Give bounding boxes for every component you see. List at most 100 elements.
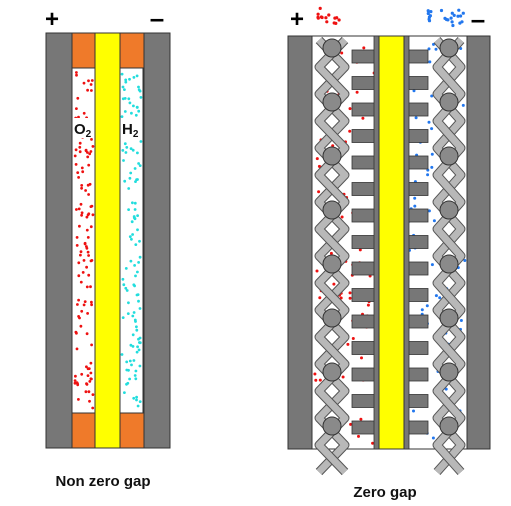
gas-bubble (87, 193, 90, 196)
gas-bubble (434, 47, 438, 51)
gas-bubble (132, 215, 136, 218)
gas-bubble (89, 225, 93, 229)
hydrogen-bubbles (120, 72, 143, 408)
gas-bubble (79, 280, 83, 284)
gas-bubble (135, 74, 139, 78)
gas-bubble (81, 170, 85, 174)
mesh-wire (322, 254, 342, 274)
gas-bubble (137, 162, 141, 165)
gas-bubble (133, 208, 137, 211)
gas-bubble (135, 106, 139, 109)
gas-bubble (76, 303, 79, 306)
gas-bubble (317, 190, 321, 194)
gas-bubble (86, 250, 90, 254)
gas-bubble (121, 316, 125, 319)
gas-bubble (451, 23, 455, 28)
gas-bubble (348, 107, 352, 111)
gas-bubble (430, 165, 434, 169)
gas-bubble (135, 325, 138, 329)
gas-bubble (77, 261, 81, 265)
gas-bubble (137, 348, 141, 352)
gas-bubble (348, 129, 352, 133)
gas-bubble (136, 151, 139, 155)
gas-bubble (87, 163, 91, 167)
gas-bubble (334, 21, 338, 25)
gas-bubble (128, 77, 131, 81)
gas-bubble (450, 20, 454, 24)
gas-bubble (456, 14, 460, 18)
gas-bubble (79, 324, 83, 328)
gas-bubble (123, 142, 127, 146)
gas-bubble (77, 274, 81, 278)
gas-bubble (355, 90, 359, 94)
gas-bubble (129, 171, 133, 175)
gas-bubble (131, 314, 135, 318)
gas-bubble (135, 328, 139, 332)
gas-bubble (129, 147, 133, 151)
gas-bubble (137, 299, 140, 303)
gas-bubble (427, 209, 431, 213)
gas-bubble (77, 398, 80, 401)
gas-bubble (90, 79, 94, 82)
gas-bubble (130, 237, 133, 241)
gas-bubble (138, 89, 142, 93)
non-zero-gap-caption: Non zero gap (55, 473, 150, 490)
gas-bubble (439, 8, 444, 13)
gas-bubble (317, 164, 321, 168)
gas-bubble (136, 345, 140, 349)
gas-bubble (90, 138, 93, 141)
gas-bubble (126, 301, 130, 305)
gas-bubble (136, 293, 140, 296)
gas-bubble (444, 387, 448, 391)
gas-bubble (125, 146, 129, 149)
gas-bubble (136, 270, 139, 274)
gas-bubble (87, 254, 90, 257)
gas-bubble (75, 236, 79, 239)
gas-bubble (124, 151, 128, 154)
gas-bubble (136, 178, 139, 181)
gas-bubble (137, 109, 141, 113)
gas-bubble (132, 104, 135, 108)
gas-bubble (358, 248, 362, 252)
membrane (94, 32, 121, 449)
gas-bubble (138, 400, 142, 403)
gas-bubble (139, 96, 143, 99)
gas-bubble (129, 259, 133, 263)
gas-bubble (427, 19, 432, 23)
gas-bubble (357, 434, 360, 438)
gas-bubble (74, 374, 77, 378)
gas-bubble (333, 16, 337, 20)
anode-plate (287, 35, 313, 450)
o2-label: O2 (74, 121, 92, 140)
gas-bubble (76, 383, 80, 387)
gas-bubble (124, 267, 128, 270)
gas-bubble (431, 436, 435, 440)
gas-bubble (316, 15, 320, 19)
mesh-strand (315, 37, 349, 475)
gas-bubble (134, 369, 138, 373)
gas-bubble (82, 111, 86, 115)
gas-bubble (121, 97, 125, 101)
mesh-wire (322, 362, 342, 382)
gas-bubble (125, 368, 129, 372)
right-plus-sign: + (290, 6, 304, 33)
gas-bubble (463, 259, 467, 262)
gas-bubble (340, 215, 344, 219)
gas-bubble (318, 296, 322, 300)
gas-bubble (430, 152, 434, 156)
gas-bubble (121, 85, 125, 89)
gas-bubble (88, 152, 92, 156)
gas-bubble (85, 246, 89, 250)
gas-bubble (426, 11, 430, 16)
mesh-wire (322, 38, 342, 58)
gas-bubble (87, 367, 91, 370)
gas-bubble (430, 127, 434, 131)
gas-bubble (132, 76, 136, 79)
gas-bubble (427, 15, 431, 19)
h2-label: H2 (122, 121, 139, 140)
gas-bubble (132, 283, 136, 287)
cathode-wire-mesh (432, 37, 466, 475)
gas-bubble (427, 120, 431, 124)
top-gasket-left (71, 32, 96, 69)
gas-bubble (315, 157, 319, 161)
